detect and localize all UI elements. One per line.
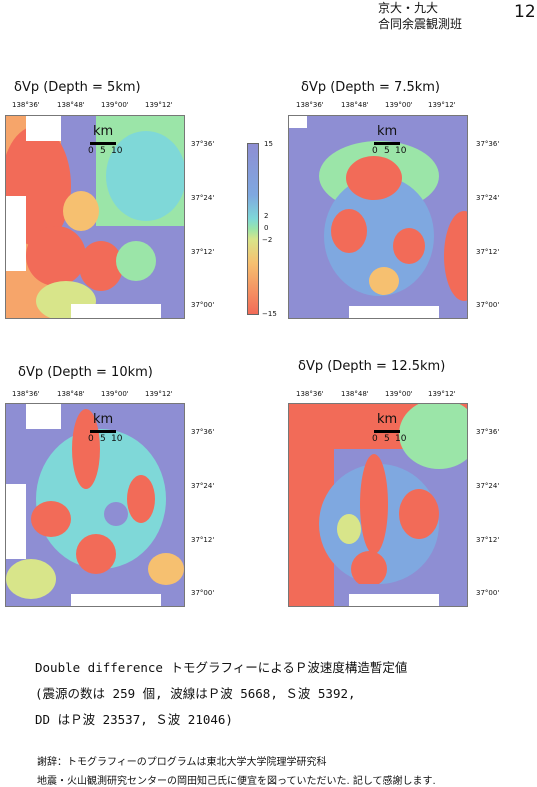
header-line2: 合同余震観測班	[378, 17, 463, 31]
tomography-map-4	[288, 403, 468, 607]
header-line1: 京大・九大	[378, 1, 439, 15]
caption-line-3: DD はＰ波 23537, Ｓ波 21046)	[35, 712, 233, 727]
tomography-map-1	[5, 115, 185, 319]
tomography-map-3	[5, 403, 185, 607]
tomography-map-2	[288, 115, 468, 319]
caption-line-1: Double difference トモグラフィーによるＰ波速度構造暫定値	[35, 660, 408, 675]
panel-title-3: δVp (Depth = 10km)	[18, 365, 153, 380]
acknowledgement-line-1: 謝辞：トモグラフィーのプログラムは東北大学大学院理学研究科	[37, 757, 327, 768]
header-org: 京大・九大 合同余震観測班	[378, 0, 462, 32]
colorbar	[247, 143, 259, 315]
page-number: 12	[514, 2, 536, 22]
panel-title-1: δVp (Depth = 5km)	[14, 80, 141, 95]
panel-title-2: δVp (Depth = 7.5km)	[301, 80, 440, 95]
panel-title-4: δVp (Depth = 12.5km)	[298, 359, 446, 374]
caption-line-2: (震源の数は 259 個, 波線はＰ波 5668, Ｓ波 5392,	[35, 686, 356, 701]
acknowledgement-line-2: 地震・火山観測研究センターの岡田知己氏に便宜を図っていただいた. 記して感謝しま…	[37, 776, 436, 787]
